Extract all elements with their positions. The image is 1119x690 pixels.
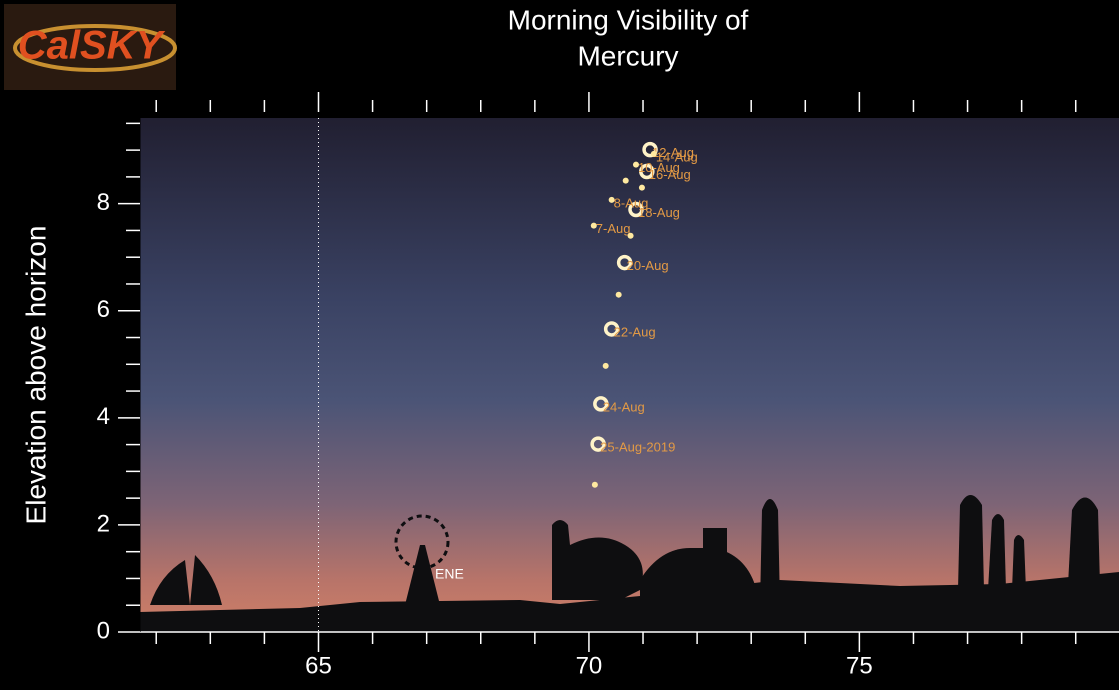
x-tick-label: 70: [576, 652, 603, 679]
marker-small: [592, 482, 598, 488]
point-label: 7-Aug: [596, 221, 631, 236]
marker-small: [623, 178, 629, 184]
chart-title: Morning Visibility of: [508, 4, 749, 35]
direction-label: ENE: [435, 566, 464, 582]
marker-small: [628, 233, 634, 239]
point-label: 14-Aug: [656, 149, 698, 164]
point-label: 25-Aug-2019: [600, 440, 675, 455]
point-label: 24-Aug: [603, 399, 645, 414]
logo-text: CalSKY: [18, 24, 166, 68]
y-tick-label: 4: [97, 403, 110, 430]
y-axis-label: Elevation above horizon: [20, 226, 51, 525]
y-tick-label: 2: [97, 510, 110, 537]
point-label: 20-Aug: [627, 258, 669, 273]
point-label: 22-Aug: [614, 324, 656, 339]
chart: CalSKY Morning Visibility of Mercury Ele…: [0, 0, 1119, 690]
y-tick-label: 8: [97, 189, 110, 216]
point-label: 8-Aug: [614, 195, 649, 210]
y-tick-label: 0: [97, 617, 110, 644]
chart-title: Mercury: [577, 40, 678, 71]
marker-small: [603, 363, 609, 369]
x-tick-label: 65: [305, 652, 332, 679]
logo: CalSKY: [4, 4, 176, 90]
marker-small: [616, 292, 622, 298]
y-tick-label: 6: [97, 296, 110, 323]
marker-small: [639, 185, 645, 191]
x-tick-label: 75: [846, 652, 873, 679]
